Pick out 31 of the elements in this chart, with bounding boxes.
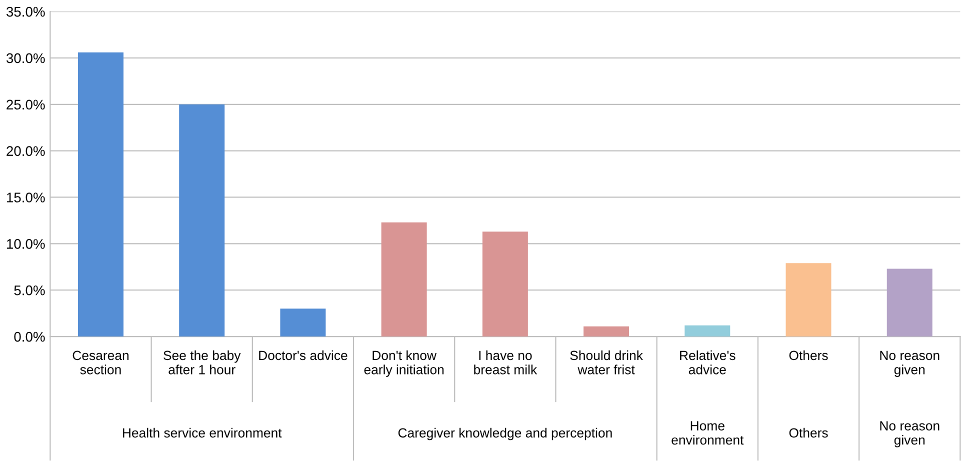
- text: Caregiver knowledge and perception: [398, 428, 612, 440]
- y-tick-label: 30.0%: [6, 53, 45, 64]
- bar: [78, 52, 124, 337]
- text: No reason given: [880, 421, 940, 448]
- x-tick-label: Cesarean section: [72, 350, 128, 374]
- y-tick-label: 5.0%: [14, 285, 45, 296]
- text: Health service environment: [122, 428, 282, 438]
- bar: [381, 222, 427, 337]
- y-tick-label: 25.0%: [6, 100, 45, 110]
- x-tick-label: Should drink water frist: [570, 350, 643, 374]
- text: Others: [789, 428, 828, 438]
- y-tick-label: 15.0%: [7, 192, 45, 202]
- bar: [684, 325, 730, 337]
- x-tick-label: Relative's advice: [680, 350, 736, 374]
- bar: [482, 232, 528, 337]
- x-tick-label: I have no breast milk: [474, 350, 538, 374]
- bar: [179, 104, 225, 337]
- bar: [886, 268, 932, 337]
- text: Home environment: [672, 421, 744, 445]
- x-tick-label: Doctor's advice: [259, 350, 348, 360]
- bar: [584, 326, 630, 337]
- bar: [280, 308, 326, 337]
- x-tick-label: Others: [789, 350, 828, 360]
- x-tick-label: No reason given: [880, 350, 940, 377]
- x-tick-label: Don't know early initiation: [364, 350, 444, 377]
- y-tick-label: 10.0%: [7, 239, 45, 249]
- y-tick-label: 35.0%: [6, 6, 45, 17]
- bar: [786, 263, 832, 337]
- x-tick-label: See the baby after 1 hour: [164, 350, 241, 374]
- y-tick-label: 20.0%: [6, 146, 45, 156]
- y-tick-label: 0.0%: [14, 332, 45, 342]
